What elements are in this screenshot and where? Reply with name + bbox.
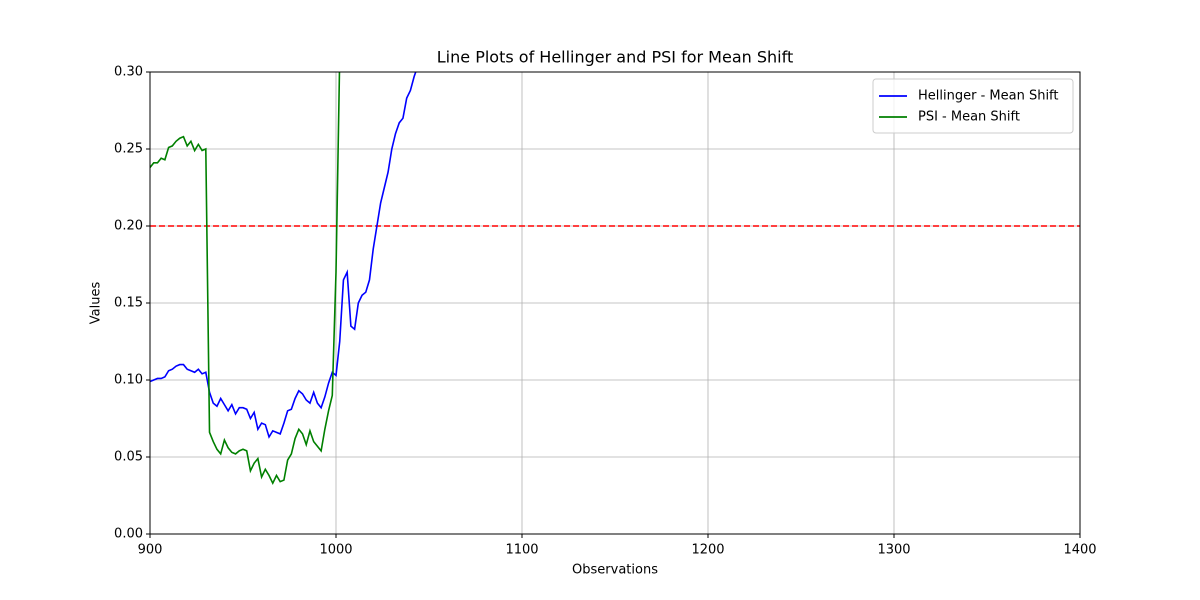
legend-box	[872, 78, 1074, 134]
legend-label: Hellinger - Mean Shift	[918, 89, 1059, 104]
plot-frame	[149, 71, 1081, 535]
x-tick-label: 1200	[691, 543, 724, 558]
y-tick-label: 0.30	[114, 65, 143, 80]
x-tick-label: 1300	[877, 543, 910, 558]
y-tick-label: 0.20	[114, 219, 143, 234]
x-tick-label: 1100	[505, 543, 538, 558]
plot-area	[150, 72, 1080, 486]
x-tick-label: 1400	[1063, 543, 1096, 558]
y-tick-label: 0.00	[114, 527, 143, 542]
x-axis-label: Observations	[572, 563, 658, 578]
y-tick-label: 0.05	[114, 450, 143, 465]
x-tick-label: 900	[138, 543, 163, 558]
series-line	[150, 72, 417, 439]
y-axis-label: Values	[89, 282, 104, 325]
series-line	[150, 72, 341, 486]
x-tick-label: 1000	[319, 543, 352, 558]
chart-title: Line Plots of Hellinger and PSI for Mean…	[437, 48, 793, 67]
y-tick-label: 0.10	[114, 373, 143, 388]
y-tick-label: 0.15	[114, 296, 143, 311]
y-tick-label: 0.25	[114, 142, 143, 157]
legend-label: PSI - Mean Shift	[918, 110, 1020, 125]
